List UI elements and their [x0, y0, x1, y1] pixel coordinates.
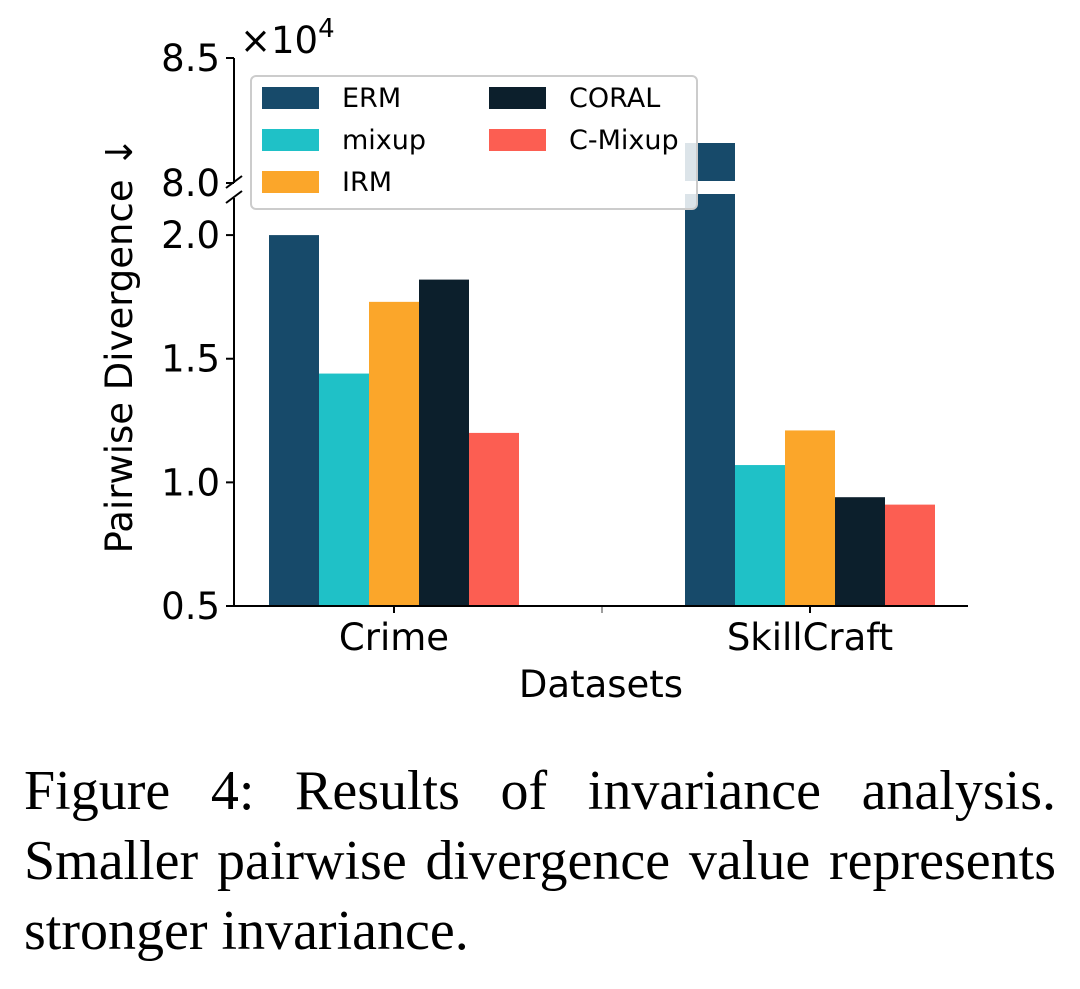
bar-coral-skillcraft: [835, 497, 885, 606]
legend-label-erm: ERM: [342, 83, 401, 114]
bar-erm-skillcraft-lower: [685, 194, 735, 606]
legend-swatch-coral: [489, 87, 546, 109]
bar-mixup-skillcraft: [735, 465, 785, 606]
y-tick-label: 0.5: [161, 585, 220, 628]
legend: ERM mixup IRM CORAL C-Mixup: [250, 75, 698, 210]
bar-erm-crime: [269, 235, 319, 606]
legend-swatch-mixup: [262, 129, 319, 151]
bar-chart: 0.5 1.0 1.5 2.0 8.0 8.5 Crime SkillCraft Data…: [98, 14, 968, 706]
scale-exponent: 4: [318, 14, 335, 44]
legend-label-mixup: mixup: [342, 125, 426, 156]
y-tick-label: 1.0: [161, 461, 220, 504]
bar-coral-crime: [419, 279, 469, 606]
legend-swatch-erm: [262, 87, 319, 109]
bars-group: [269, 143, 935, 606]
bar-mixup-crime: [319, 373, 369, 606]
legend-swatch-c-mixup: [489, 129, 546, 151]
scale-factor-label: ×104: [240, 14, 335, 62]
bar-irm-crime: [369, 301, 419, 606]
figure-caption: Figure 4: Results of invariance analysis…: [24, 760, 1056, 962]
x-category-label: Crime: [339, 616, 449, 659]
bar-irm-skillcraft: [785, 430, 835, 606]
y-tick-label: 8.5: [161, 37, 220, 80]
y-tick-label: 1.5: [161, 338, 220, 381]
legend-swatch-irm: [262, 171, 319, 193]
y-axis-label: Pairwise Divergence ↓: [98, 137, 141, 554]
legend-label-irm: IRM: [342, 167, 392, 198]
legend-label-c-mixup: C-Mixup: [569, 125, 679, 156]
legend-label-coral: CORAL: [569, 83, 660, 114]
axis-break-mark-bottom: [225, 190, 243, 204]
x-axis-label: Datasets: [519, 663, 683, 706]
legend-box: [250, 75, 698, 210]
x-category-label: SkillCraft: [727, 616, 893, 659]
y-tick-label: 8.0: [161, 162, 220, 205]
y-ticks-group: 0.5 1.0 1.5 2.0 8.0 8.5: [161, 37, 234, 628]
y-tick-label: 2.0: [161, 214, 220, 257]
bar-c-mixup-skillcraft: [885, 504, 935, 606]
bar-c-mixup-crime: [469, 432, 519, 606]
